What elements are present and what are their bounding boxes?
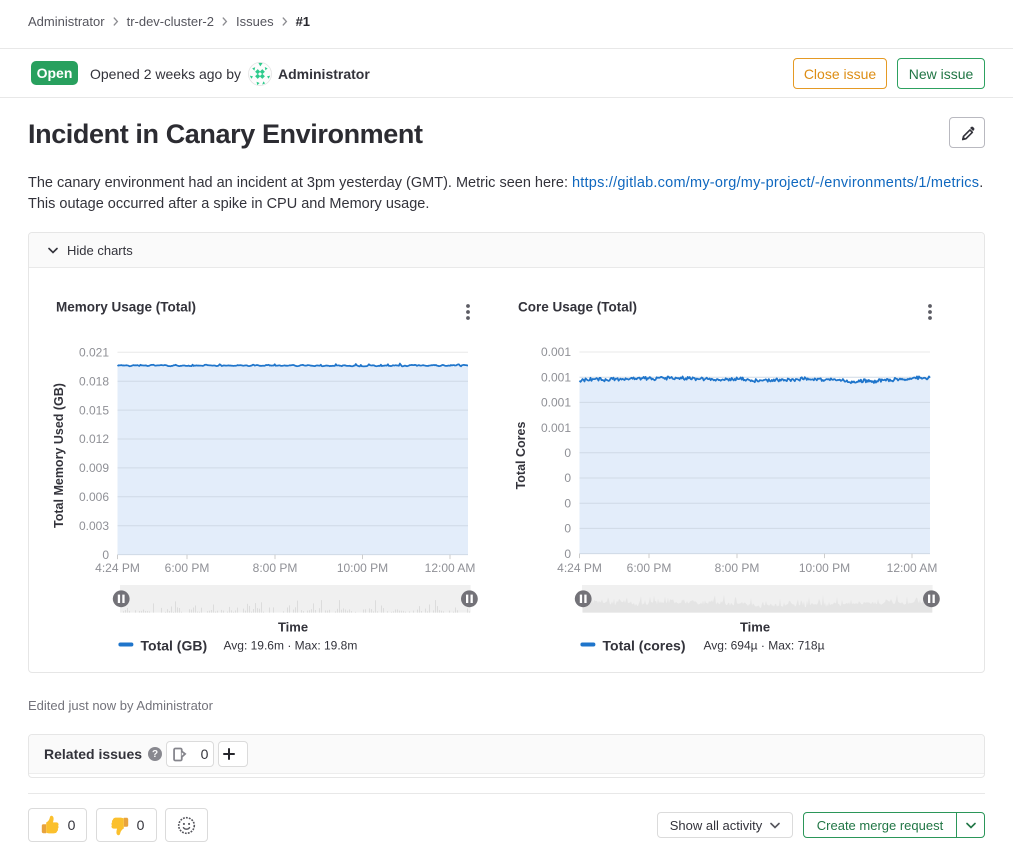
svg-text:Time: Time xyxy=(278,620,308,635)
svg-text:4:24 PM: 4:24 PM xyxy=(557,561,602,575)
svg-text:0: 0 xyxy=(564,496,571,510)
svg-text:0.021: 0.021 xyxy=(79,346,109,360)
svg-text:6:00 PM: 6:00 PM xyxy=(165,561,210,575)
svg-text:8:00 PM: 8:00 PM xyxy=(253,561,298,575)
svg-text:4:24 PM: 4:24 PM xyxy=(95,561,140,575)
svg-text:0.009: 0.009 xyxy=(79,461,109,475)
svg-text:0.003: 0.003 xyxy=(79,519,109,533)
svg-text:Total Cores: Total Cores xyxy=(514,422,528,490)
svg-text:Total (GB): Total (GB) xyxy=(141,638,208,654)
svg-text:12:00 AM: 12:00 AM xyxy=(425,561,476,575)
svg-text:0: 0 xyxy=(564,522,571,536)
svg-text:6:00 PM: 6:00 PM xyxy=(627,561,672,575)
svg-text:Memory Usage (Total): Memory Usage (Total) xyxy=(56,300,196,315)
svg-text:0: 0 xyxy=(564,547,571,561)
svg-text:0: 0 xyxy=(102,548,109,562)
svg-text:Total Memory Used (GB): Total Memory Used (GB) xyxy=(52,383,66,528)
svg-text:0.001: 0.001 xyxy=(541,421,571,435)
svg-text:Avg: 694µ · Max: 718µ: Avg: 694µ · Max: 718µ xyxy=(704,639,825,653)
svg-text:0.012: 0.012 xyxy=(79,432,109,446)
svg-text:0.001: 0.001 xyxy=(541,345,571,359)
svg-text:8:00 PM: 8:00 PM xyxy=(715,561,760,575)
svg-text:Avg: 19.6m · Max: 19.8m: Avg: 19.6m · Max: 19.8m xyxy=(224,639,358,653)
svg-text:0.015: 0.015 xyxy=(79,403,109,417)
svg-text:Total (cores): Total (cores) xyxy=(603,638,686,654)
svg-text:0: 0 xyxy=(564,471,571,485)
svg-text:12:00 AM: 12:00 AM xyxy=(887,561,938,575)
svg-text:0.001: 0.001 xyxy=(541,396,571,410)
svg-text:Time: Time xyxy=(740,620,770,635)
svg-text:0: 0 xyxy=(564,446,571,460)
svg-text:0.001: 0.001 xyxy=(541,370,571,384)
svg-text:0.018: 0.018 xyxy=(79,374,109,388)
svg-text:Core Usage (Total): Core Usage (Total) xyxy=(518,300,637,315)
svg-text:10:00 PM: 10:00 PM xyxy=(337,561,388,575)
svg-text:10:00 PM: 10:00 PM xyxy=(799,561,850,575)
svg-text:0.006: 0.006 xyxy=(79,490,109,504)
